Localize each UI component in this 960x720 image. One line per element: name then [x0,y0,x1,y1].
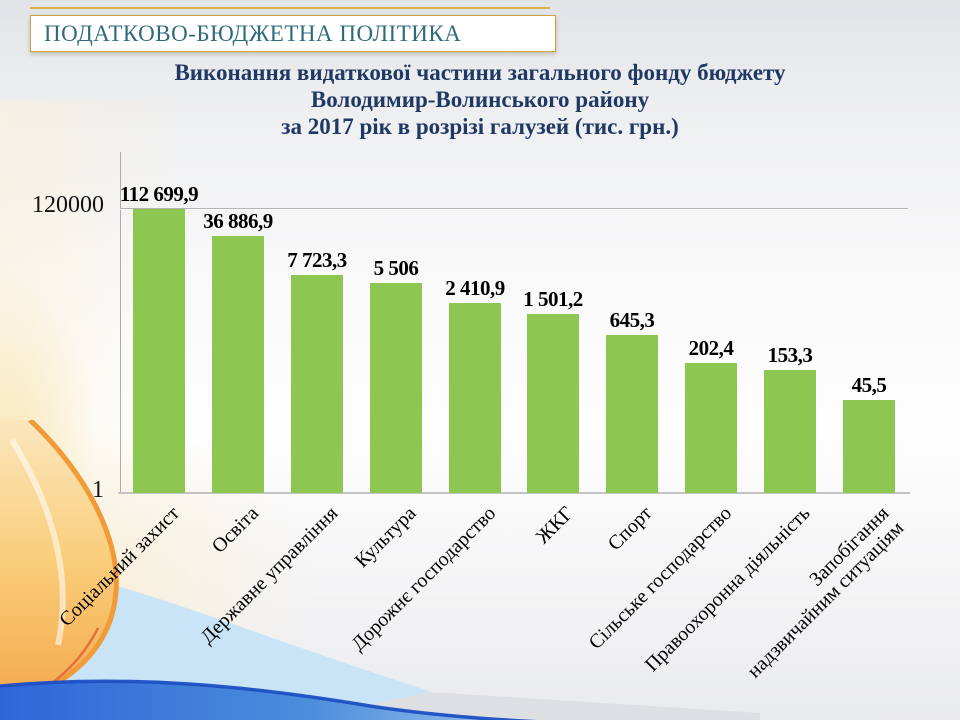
y-axis-line [120,152,121,493]
decor-orange-edge [28,420,119,695]
y-tick-label-0: 120000 [32,192,104,218]
bar-value-label-0: 112 699,9 [119,182,199,206]
bar-value-label-4: 2 410,9 [445,276,505,300]
bar-value-label-2: 7 723,3 [287,248,347,272]
bar-3 [370,283,422,493]
bar-5 [527,314,579,493]
chart-title-line-2: Володимир-Волинського району [310,87,650,112]
bar-2 [291,275,343,493]
bar-1 [212,236,264,493]
decor-blue-wave-edge [0,679,538,720]
chart-title-line-3: за 2017 рік в розрізі галузей (тис. грн.… [281,114,679,139]
category-label-6: Спорт [604,502,657,555]
bar-4 [449,303,501,493]
bar-value-label-8: 153,3 [767,343,813,367]
y-gridline-120000 [120,208,908,209]
bar-6 [606,335,658,493]
kicker-text: ПОДАТКОВО-БЮДЖЕТНА ПОЛІТИКА [44,20,462,46]
bar-value-label-6: 645,3 [609,308,655,332]
category-label-9: Запобігання надзвичайним ситуаціям [743,502,909,683]
category-label-0: Соціальний захист [55,502,184,631]
y-tick-label-1: 1 [92,477,104,503]
category-label-2: Державне управління [195,502,342,649]
bar-value-label-7: 202,4 [688,336,734,360]
kicker-box: ПОДАТКОВО-БЮДЖЕТНА ПОЛІТИКА [30,15,556,52]
x-axis-line [118,492,910,494]
bar-value-label-3: 5 506 [373,256,419,280]
category-label-1: Освіта [207,502,263,558]
chart-title-line-1: Виконання видаткової частини загального … [174,60,786,85]
bar-value-label-9: 45,5 [851,373,887,397]
bottom-left-decoration [0,420,760,720]
category-label-4: Дорожнє господарство [346,502,500,656]
decor-blue-wave [0,681,507,720]
chart-title: Виконання видаткової частини загального … [80,59,880,140]
bar-value-label-5: 1 501,2 [523,287,583,311]
category-label-7: Сільське господарство [584,502,736,654]
bar-7 [685,363,737,493]
bar-0 [133,209,185,493]
category-label-5: ЖКГ [532,502,578,549]
bar-value-label-1: 36 886,9 [203,209,273,233]
bar-9 [843,400,895,493]
decor-ribbon-highlight [9,438,66,646]
kicker-accent-line [30,7,550,9]
category-label-3: Культура [351,502,421,573]
bar-8 [764,370,816,493]
